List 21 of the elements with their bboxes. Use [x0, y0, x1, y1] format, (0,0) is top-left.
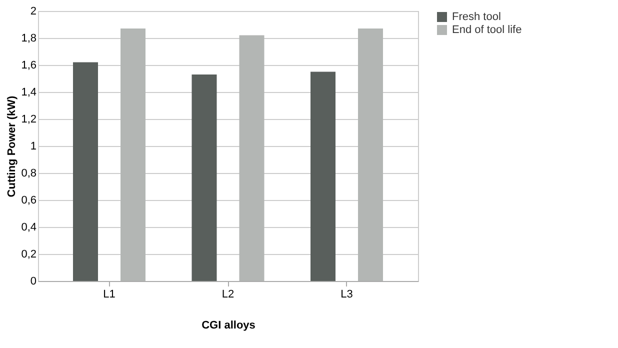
y-tick-label: 1,6 — [21, 60, 36, 72]
y-tick-label: 1 — [30, 140, 36, 152]
bar — [192, 74, 217, 281]
y-tick-label: 0,8 — [21, 168, 36, 180]
y-tick-label: 0,6 — [21, 194, 36, 206]
legend-label: Fresh tool — [452, 11, 501, 23]
x-tick-label: L1 — [103, 288, 116, 300]
y-tick-label: 1,2 — [21, 114, 36, 126]
x-tick-label: L2 — [222, 288, 234, 300]
y-tick-label: 0,2 — [21, 248, 36, 260]
bar — [310, 72, 336, 281]
legend-label: End of tool life — [452, 24, 522, 36]
y-tick-label: 2 — [30, 6, 36, 18]
y-tick-label: 0 — [30, 276, 36, 288]
bar — [73, 62, 98, 281]
y-tick-label: 1,8 — [21, 32, 36, 44]
y-tick-label: 0,4 — [21, 222, 36, 234]
y-tick-label: 1,4 — [21, 86, 36, 98]
y-axis-title: Cutting Power (kW) — [6, 95, 18, 198]
x-tick-label: L3 — [340, 288, 353, 300]
x-axis-title: CGI alloys — [202, 320, 256, 332]
